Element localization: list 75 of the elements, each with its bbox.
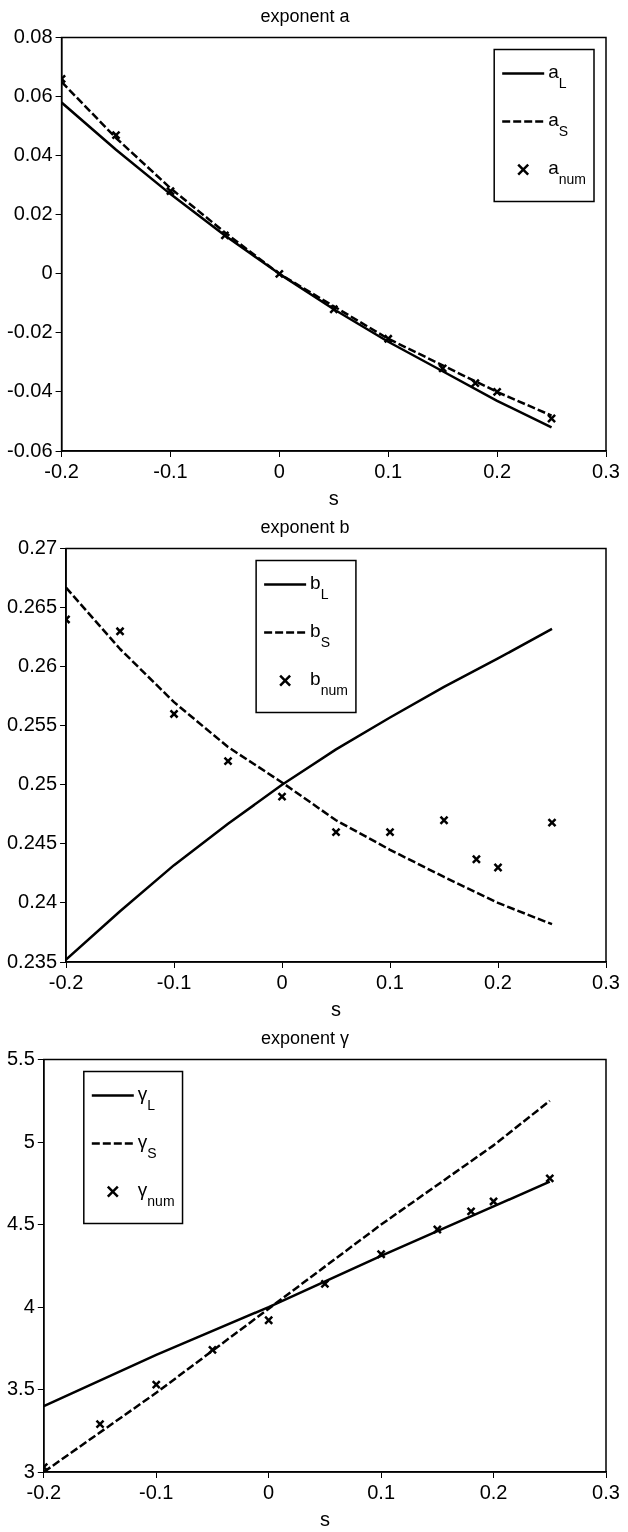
x-tick-label: 0.2	[483, 459, 512, 482]
y-tick-label: 0.02	[13, 202, 53, 225]
point	[274, 269, 285, 279]
x-tick-label: -0.2	[26, 1480, 62, 1503]
y-tick-label: 3	[23, 1459, 35, 1482]
x-tick-label: -0.1	[156, 970, 192, 993]
y-tick-label: 0.265	[6, 595, 58, 618]
point	[437, 363, 448, 374]
x-axis-title: s	[331, 997, 342, 1020]
y-tick-label: 3.5	[6, 1377, 35, 1400]
y-tick-label: -0.04	[6, 379, 53, 402]
y-tick-label: 4.5	[6, 1212, 35, 1235]
y-tick-label: 5	[23, 1129, 35, 1152]
y-tick-label: 0.25	[18, 772, 58, 795]
x-tick-label: 0.1	[376, 970, 404, 993]
y-tick-label: 0.255	[6, 713, 58, 736]
y-tick-label: -0.02	[6, 320, 53, 343]
point	[169, 709, 179, 719]
point	[547, 817, 557, 828]
y-tick-label: 5.5	[6, 1047, 35, 1070]
y-tick-label: 0.24	[18, 890, 58, 913]
point	[263, 1315, 274, 1326]
y-tick-label: 0.245	[6, 831, 58, 854]
point	[439, 815, 449, 826]
x-tick-label: 0	[273, 459, 285, 482]
point	[223, 756, 233, 766]
point	[488, 1196, 499, 1207]
point	[165, 186, 176, 196]
x-tick-label: -0.1	[153, 459, 188, 482]
y-tick-label: 0.06	[13, 84, 53, 107]
point	[320, 1279, 330, 1289]
x-tick-label: 0.1	[374, 459, 403, 482]
y-tick-label: -0.06	[6, 438, 53, 461]
chart-title: exponent a	[260, 5, 351, 26]
y-tick-label: 0	[41, 261, 53, 284]
point	[376, 1249, 386, 1260]
point	[151, 1379, 162, 1390]
point	[385, 827, 395, 837]
point	[546, 413, 557, 424]
y-tick-label: 0.26	[18, 654, 58, 677]
point	[331, 827, 341, 837]
point	[432, 1224, 443, 1235]
x-tick-label: 0	[276, 970, 288, 993]
point	[111, 130, 121, 140]
point	[277, 791, 287, 802]
point	[383, 334, 394, 344]
x-tick-label: 0.3	[592, 1480, 620, 1503]
x-tick-label: 0.2	[479, 1480, 508, 1503]
x-tick-label: 0.1	[367, 1480, 396, 1503]
chart-title: exponent γ	[260, 1027, 350, 1048]
y-tick-label: 0.235	[6, 949, 58, 972]
point	[493, 862, 503, 873]
point	[329, 304, 339, 315]
point	[115, 626, 125, 637]
point	[471, 854, 482, 865]
point	[95, 1419, 105, 1429]
point	[470, 378, 481, 388]
point	[492, 387, 502, 397]
y-tick-label: 4	[23, 1294, 35, 1317]
x-tick-label: 0.3	[592, 970, 620, 993]
x-tick-label: 0	[263, 1480, 275, 1503]
point	[466, 1206, 476, 1217]
point	[207, 1345, 218, 1355]
x-tick-label: -0.1	[139, 1480, 174, 1503]
x-axis-title: s	[319, 1507, 330, 1530]
chart-title: exponent b	[260, 516, 350, 537]
y-tick-label: 0.27	[18, 536, 58, 559]
point	[220, 230, 230, 241]
x-tick-label: 0.3	[592, 459, 620, 482]
x-axis-title: s	[328, 486, 339, 509]
y-tick-label: 0.04	[13, 143, 53, 166]
y-tick-label: 0.08	[13, 25, 53, 48]
x-tick-label: 0.2	[484, 970, 512, 993]
x-tick-label: -0.2	[48, 970, 84, 993]
x-tick-label: -0.2	[44, 459, 79, 482]
